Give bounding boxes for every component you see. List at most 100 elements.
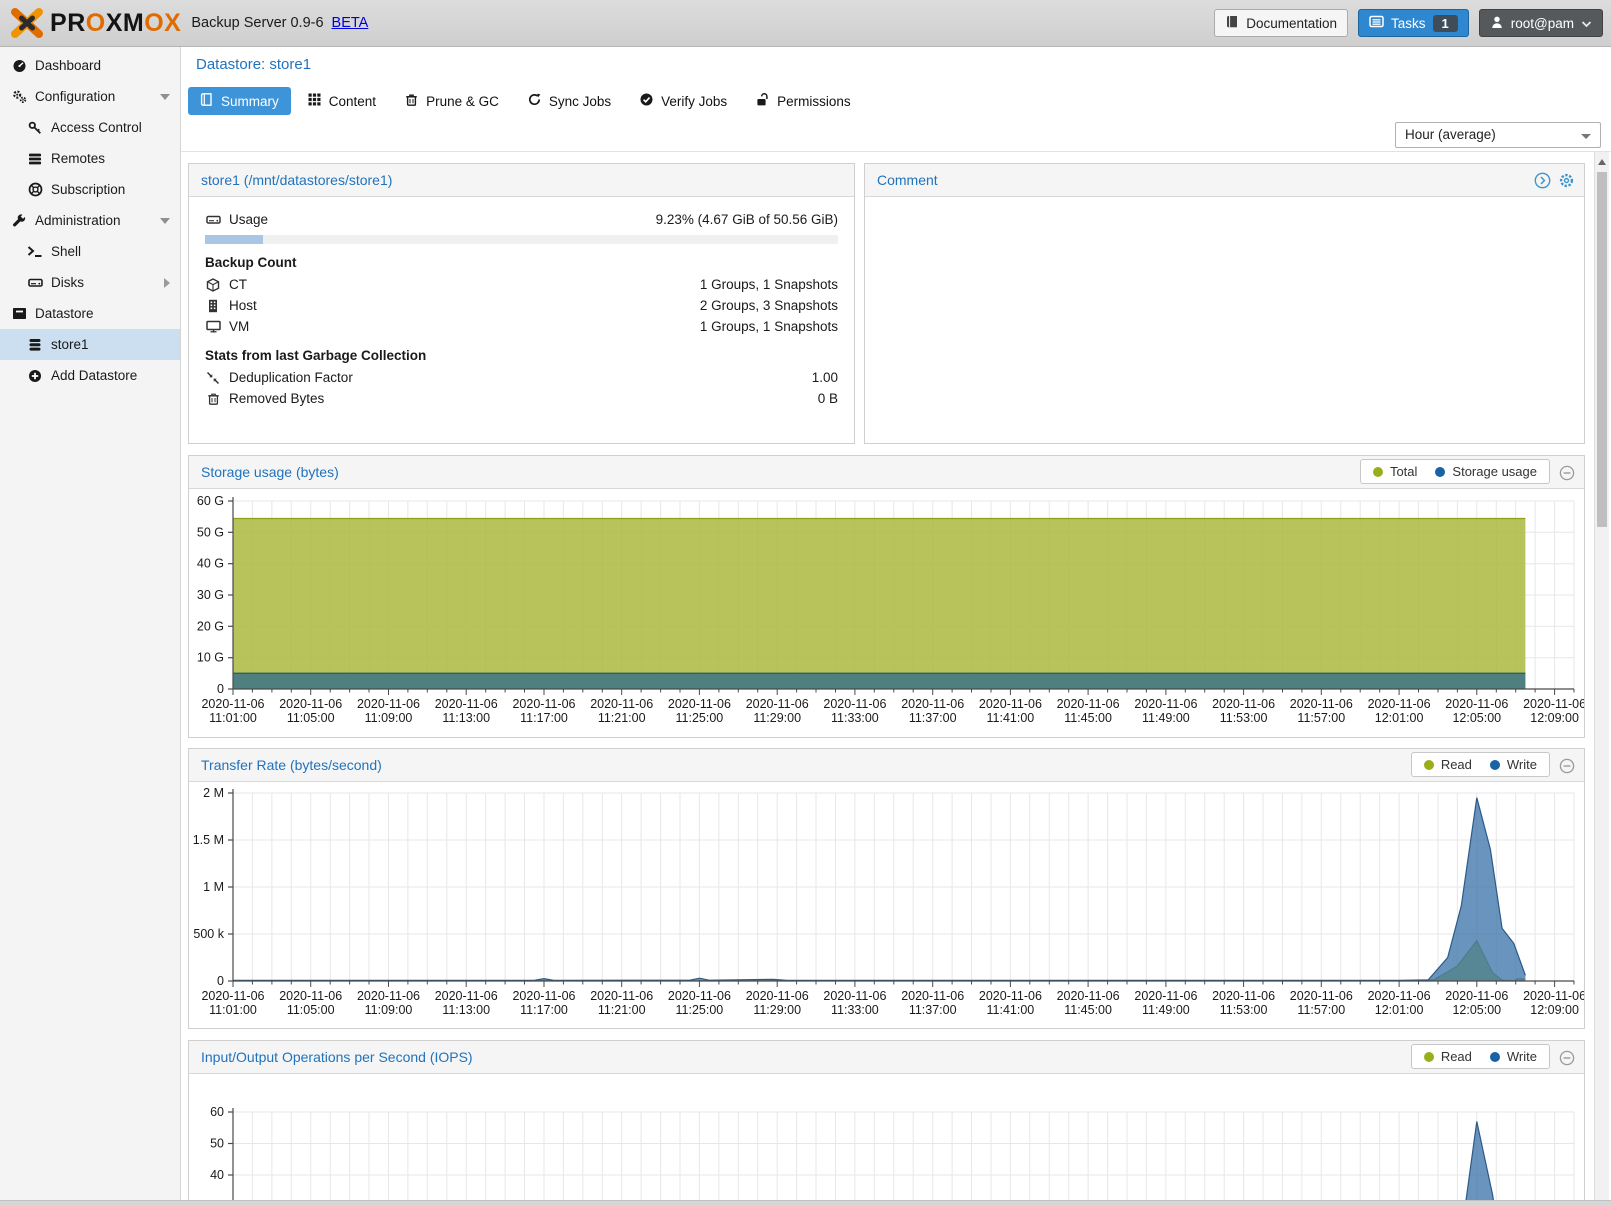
sidebar-item-shell[interactable]: Shell [0,236,180,267]
svg-text:11:57:00: 11:57:00 [1297,1003,1345,1017]
svg-text:11:37:00: 11:37:00 [909,711,957,725]
legend-item-write[interactable]: Write [1489,1049,1537,1064]
sidebar-item-dashboard[interactable]: Dashboard [0,50,180,81]
life-ring-icon [27,182,43,197]
panel-title: Comment [877,172,938,188]
svg-text:50: 50 [210,1137,224,1151]
legend-item-total[interactable]: Total [1372,464,1417,479]
svg-text:2 M: 2 M [203,786,224,800]
vertical-scrollbar[interactable] [1594,152,1609,1201]
collapse-caret-icon[interactable] [160,217,170,224]
scrollbar-thumb[interactable] [1597,172,1607,527]
gear-icon[interactable] [1558,172,1575,194]
row-value: 0 B [817,391,838,406]
time-range-select[interactable]: Hour (average) [1395,122,1601,148]
refresh-icon [528,93,541,109]
tab-sync-jobs[interactable]: Sync Jobs [516,87,623,115]
row-value: 1.00 [811,370,838,385]
svg-text:11:21:00: 11:21:00 [598,1003,646,1017]
svg-text:11:01:00: 11:01:00 [209,1003,257,1017]
chart-title: Storage usage (bytes) [201,464,339,480]
svg-text:2020-11-06: 2020-11-06 [1290,697,1353,711]
dashboard-icon [11,59,27,73]
sidebar-item-access-control[interactable]: Access Control [0,112,180,143]
sidebar-item-datastore[interactable]: Datastore [0,298,180,329]
tab-permissions[interactable]: Permissions [744,87,863,115]
collapse-chart-icon[interactable] [1559,465,1575,486]
plus-circle-icon [27,369,43,383]
legend-item-write[interactable]: Write [1489,757,1537,772]
svg-text:11:17:00: 11:17:00 [520,711,568,725]
svg-text:2020-11-06: 2020-11-06 [279,989,342,1003]
svg-text:2020-11-06: 2020-11-06 [746,697,809,711]
grid-icon [308,93,321,109]
comment-body[interactable] [865,197,1584,443]
legend-item-storage-usage[interactable]: Storage usage [1435,464,1537,479]
svg-text:11:49:00: 11:49:00 [1142,1003,1190,1017]
expand-circle-icon[interactable] [1534,172,1551,194]
sidebar-item-add-datastore[interactable]: Add Datastore [0,360,180,391]
transfer-chart-legend[interactable]: Read Write [1410,752,1550,777]
sidebar-item-administration[interactable]: Administration [0,205,180,236]
tab-summary[interactable]: Summary [188,87,291,115]
tasks-button[interactable]: Tasks 1 [1358,9,1469,37]
storage-chart-legend[interactable]: Total Storage usage [1359,459,1550,484]
sidebar-item-label: Subscription [51,182,126,197]
sidebar-item-label: Dashboard [35,58,102,73]
tab-content[interactable]: Content [296,87,388,115]
app-subtitle: Backup Server 0.9-6 [191,15,324,31]
svg-text:11:57:00: 11:57:00 [1297,711,1345,725]
main-area: Datastore: store1 Summary Content Prune … [181,47,1611,1206]
user-menu-button[interactable]: root@pam [1478,9,1603,37]
tab-prune-gc[interactable]: Prune & GC [393,87,511,115]
documentation-button[interactable]: Documentation [1214,9,1349,37]
svg-text:11:21:00: 11:21:00 [598,711,646,725]
dedup-row: Deduplication Factor 1.00 [205,367,838,388]
sidebar-item-label: Datastore [35,306,94,321]
trash-icon [205,392,221,405]
svg-text:50 G: 50 G [197,525,224,539]
host-row: Host 2 Groups, 3 Snapshots [205,295,838,316]
tab-label: Verify Jobs [661,93,728,109]
beta-link[interactable]: BETA [331,15,369,31]
legend-item-read[interactable]: Read [1423,757,1472,772]
svg-text:2020-11-06: 2020-11-06 [512,697,575,711]
svg-text:1 M: 1 M [203,880,224,894]
svg-text:40 G: 40 G [197,557,224,571]
sidebar-item-store1[interactable]: store1 [0,329,180,360]
scroll-up-arrow-icon[interactable] [1598,159,1606,165]
usage-progressbar [205,235,838,244]
legend-item-read[interactable]: Read [1423,1049,1472,1064]
compress-arrows-icon [205,371,221,385]
collapse-caret-icon[interactable] [160,93,170,100]
sidebar-item-remotes[interactable]: Remotes [0,143,180,174]
terminal-icon [27,245,43,258]
svg-text:11:13:00: 11:13:00 [442,1003,490,1017]
archive-box-icon [11,307,27,320]
collapse-chart-icon[interactable] [1559,1050,1575,1071]
collapse-chart-icon[interactable] [1559,758,1575,779]
iops-panel: Input/Output Operations per Second (IOPS… [188,1040,1585,1206]
tab-bar: Summary Content Prune & GC Sync Jobs Ver… [181,84,1611,118]
legend-dot [1435,466,1446,477]
comment-panel: Comment [864,163,1585,444]
svg-text:40: 40 [210,1168,224,1182]
tab-verify-jobs[interactable]: Verify Jobs [628,87,739,115]
svg-text:11:41:00: 11:41:00 [987,1003,1035,1017]
usage-progress-fill [205,235,264,244]
legend-label: Read [1440,1049,1472,1064]
expand-caret-icon[interactable] [164,277,170,288]
legend-label: Write [1506,757,1537,772]
sidebar-item-subscription[interactable]: Subscription [0,174,180,205]
book-icon [1225,15,1239,32]
svg-text:10 G: 10 G [197,651,224,665]
svg-text:2020-11-06: 2020-11-06 [279,697,342,711]
iops-chart-legend[interactable]: Read Write [1410,1044,1550,1069]
tab-label: Prune & GC [426,93,499,109]
svg-text:11:33:00: 11:33:00 [831,1003,879,1017]
sidebar-item-disks[interactable]: Disks [0,267,180,298]
sidebar-item-configuration[interactable]: Configuration [0,81,180,112]
row-label: VM [229,319,250,334]
legend-dot [1489,1051,1500,1062]
svg-text:12:09:00: 12:09:00 [1530,711,1579,725]
